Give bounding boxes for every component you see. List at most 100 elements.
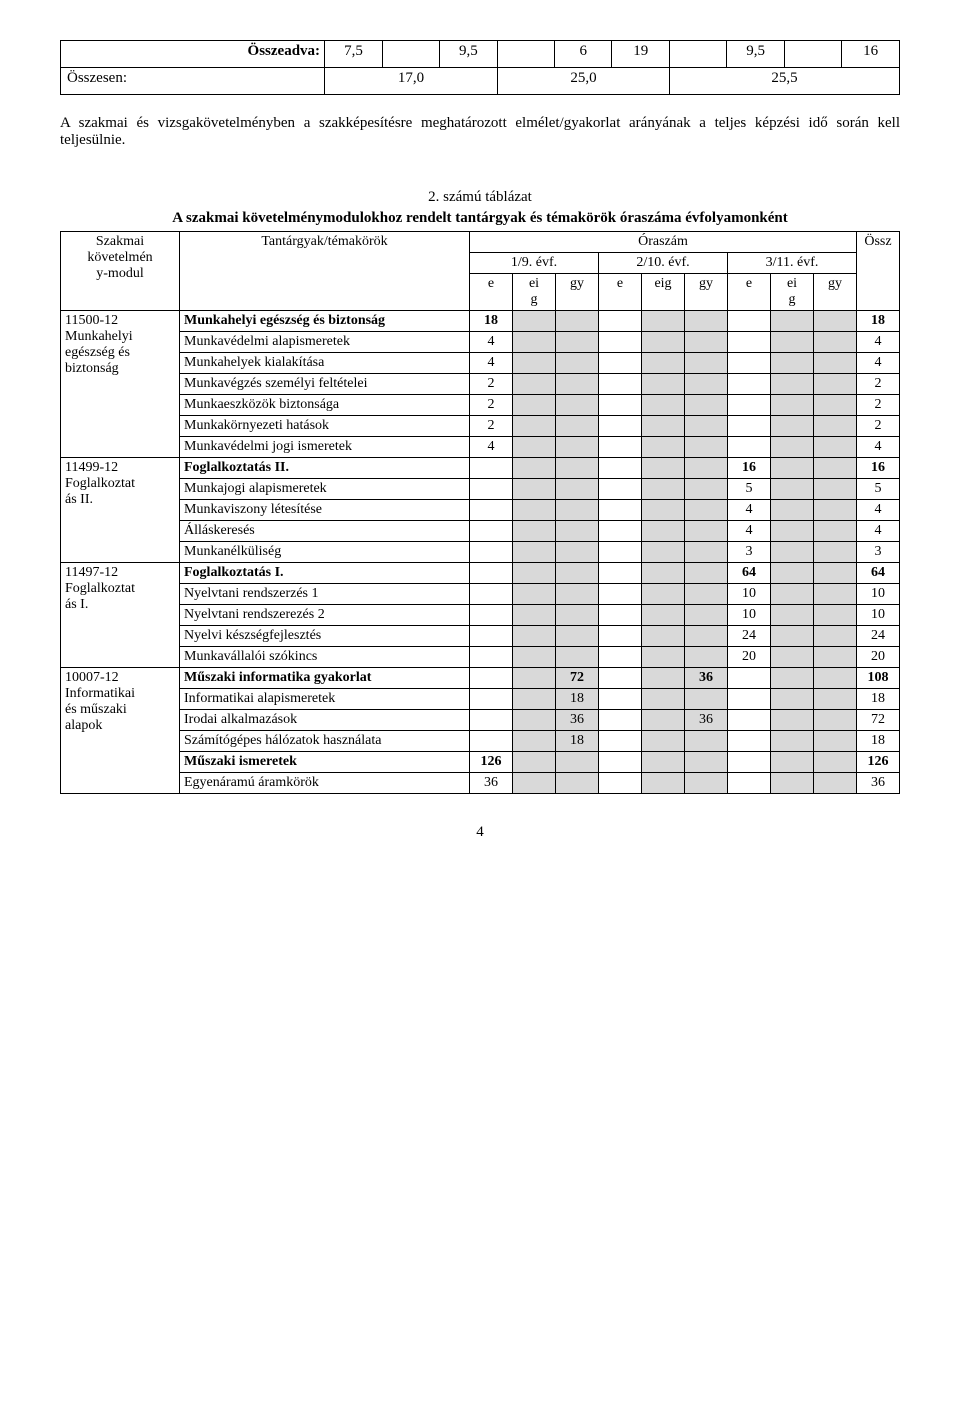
value-cell: 4 (728, 521, 771, 542)
total-cell: 20 (857, 647, 900, 668)
value-cell (599, 710, 642, 731)
subject-cell: Munkanélküliség (180, 542, 470, 563)
value-cell: 4 (470, 437, 513, 458)
value-cell (814, 605, 857, 626)
value-cell (685, 332, 728, 353)
table-row: Informatikai alapismeretek1818 (61, 689, 900, 710)
value-cell (685, 542, 728, 563)
value-cell (642, 584, 685, 605)
subject-cell: Nyelvtani rendszerzés 1 (180, 584, 470, 605)
value-cell (556, 353, 599, 374)
cell: 9,5 (440, 41, 498, 68)
module-line: egészség és (65, 345, 175, 361)
table-row: Munkajogi alapismeretek55 (61, 479, 900, 500)
value-cell (642, 689, 685, 710)
total-cell: 2 (857, 395, 900, 416)
value-cell (470, 521, 513, 542)
row-label: Összeadva: (61, 41, 325, 68)
value-cell (814, 731, 857, 752)
value-cell (771, 374, 814, 395)
value-cell (685, 626, 728, 647)
value-cell (771, 710, 814, 731)
value-cell (556, 752, 599, 773)
total-cell: 3 (857, 542, 900, 563)
value-cell (642, 647, 685, 668)
value-cell (685, 395, 728, 416)
module-line: biztonság (65, 361, 175, 377)
value-cell (771, 416, 814, 437)
module-cell: 11499-12Foglalkoztatás II. (61, 458, 180, 563)
value-cell (771, 647, 814, 668)
text: y-modul (96, 266, 143, 281)
value-cell (556, 584, 599, 605)
value-cell (814, 689, 857, 710)
module-line: Munkahelyi (65, 329, 175, 345)
value-cell: 72 (556, 668, 599, 689)
subject-cell: Műszaki informatika gyakorlat (180, 668, 470, 689)
header-row: Szakmai követelmén y-modul Tantárgyak/té… (61, 232, 900, 253)
table-row: Összeadva: 7,5 9,5 6 19 9,5 16 (61, 41, 900, 68)
subject-cell: Nyelvi készségfejlesztés (180, 626, 470, 647)
value-cell (642, 542, 685, 563)
value-cell (642, 458, 685, 479)
value-cell (728, 689, 771, 710)
value-cell (556, 521, 599, 542)
table-row: Számítógépes hálózatok használata1818 (61, 731, 900, 752)
module-line: ás II. (65, 492, 175, 508)
value-cell (556, 479, 599, 500)
summary-table: Összeadva: 7,5 9,5 6 19 9,5 16 Összesen:… (60, 40, 900, 95)
cell: 17,0 (325, 68, 498, 95)
value-cell (513, 437, 556, 458)
value-cell (556, 773, 599, 794)
module-line: Informatikai (65, 686, 175, 702)
value-cell (599, 668, 642, 689)
value-cell (513, 458, 556, 479)
value-cell (685, 773, 728, 794)
value-cell (556, 437, 599, 458)
value-cell (556, 416, 599, 437)
value-cell (728, 437, 771, 458)
total-cell: 36 (857, 773, 900, 794)
text: g (789, 292, 796, 307)
value-cell (642, 395, 685, 416)
subject-cell: Műszaki ismeretek (180, 752, 470, 773)
value-cell (814, 626, 857, 647)
value-cell (470, 626, 513, 647)
value-cell (556, 332, 599, 353)
value-cell (599, 773, 642, 794)
subject-cell: Munkahelyek kialakítása (180, 353, 470, 374)
table-row: Munkahelyek kialakítása44 (61, 353, 900, 374)
value-cell (470, 731, 513, 752)
module-line: Foglalkoztat (65, 581, 175, 597)
paragraph: A szakmai és vizsgakövetelményben a szak… (60, 115, 900, 149)
module-line: Foglalkoztat (65, 476, 175, 492)
table-row: Munkavégzés személyi feltételei22 (61, 374, 900, 395)
value-cell (814, 668, 857, 689)
value-cell (728, 731, 771, 752)
table-caption: 2. számú táblázat (60, 189, 900, 206)
value-cell (685, 731, 728, 752)
col-header: Szakmai követelmén y-modul (61, 232, 180, 311)
module-line: 10007-12 (65, 670, 175, 686)
value-cell (556, 542, 599, 563)
value-cell: 16 (728, 458, 771, 479)
value-cell (513, 731, 556, 752)
subject-cell: Munkajogi alapismeretek (180, 479, 470, 500)
value-cell (685, 584, 728, 605)
value-cell (470, 458, 513, 479)
value-cell (642, 353, 685, 374)
value-cell (728, 416, 771, 437)
value-cell (599, 752, 642, 773)
value-cell (728, 374, 771, 395)
value-cell (642, 773, 685, 794)
subject-cell: Egyenáramú áramkörök (180, 773, 470, 794)
value-cell (642, 437, 685, 458)
total-cell: 4 (857, 353, 900, 374)
value-cell (513, 584, 556, 605)
value-cell (599, 689, 642, 710)
value-cell (599, 500, 642, 521)
value-cell (642, 332, 685, 353)
value-cell (685, 374, 728, 395)
value-cell (728, 773, 771, 794)
total-cell: 108 (857, 668, 900, 689)
